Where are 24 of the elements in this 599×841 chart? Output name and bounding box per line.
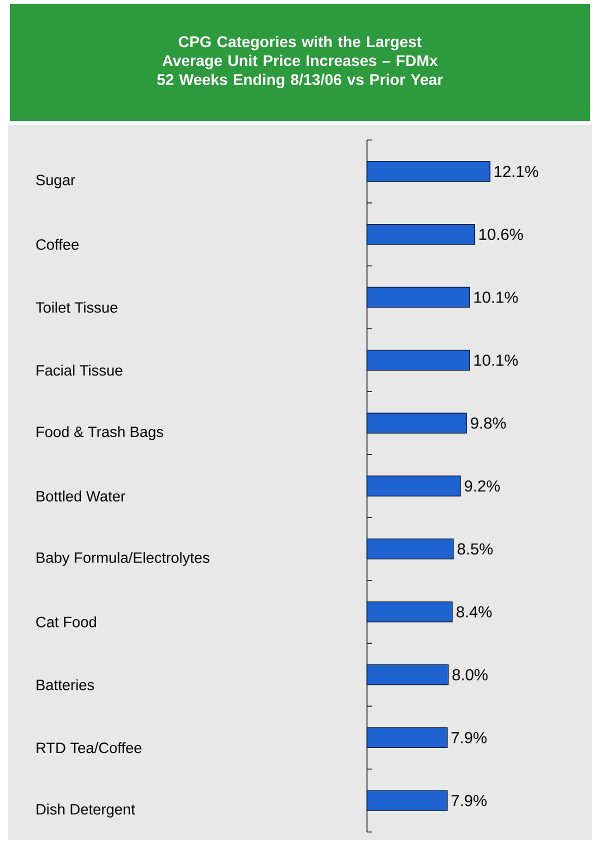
data-label: 10.6% xyxy=(479,228,523,240)
data-label: 9.2% xyxy=(464,480,500,492)
y-tick-label: Food & Trash Bags xyxy=(36,426,164,440)
data-label: 7.9% xyxy=(452,732,487,744)
data-label: 10.1% xyxy=(474,292,518,303)
y-tick-label: Toilet Tissue xyxy=(36,302,118,313)
y-tick-label: Baby Formula/Electrolytes xyxy=(36,552,210,566)
data-label: 10.1% xyxy=(474,354,518,366)
y-tick-label: Facial Tissue xyxy=(36,364,122,376)
data-label: 7.9% xyxy=(452,794,487,806)
y-tick-label: Sugar xyxy=(36,174,76,188)
y-tick-label: RTD Tea/Coffee xyxy=(36,742,142,754)
y-tick-label: Cat Food xyxy=(36,616,96,628)
chart-title: CPG Categories with the Largest Average Unit Price Increases – FDMx xyxy=(162,36,438,70)
y-tick-label: Batteries xyxy=(36,679,94,690)
y-tick-label: Dish Detergent xyxy=(36,804,136,818)
data-label: 8.5% xyxy=(458,543,493,555)
data-label: 8.4% xyxy=(456,606,492,618)
y-tick-label: Bottled Water xyxy=(36,490,126,502)
data-label: 12.1% xyxy=(494,166,538,178)
chart-subtitle: 52 Weeks Ending 8/13/06 vs Prior Year xyxy=(157,74,443,88)
data-label: 9.8% xyxy=(470,417,506,429)
data-label: 8.0% xyxy=(452,669,488,680)
y-tick-label: Coffee xyxy=(36,238,79,250)
